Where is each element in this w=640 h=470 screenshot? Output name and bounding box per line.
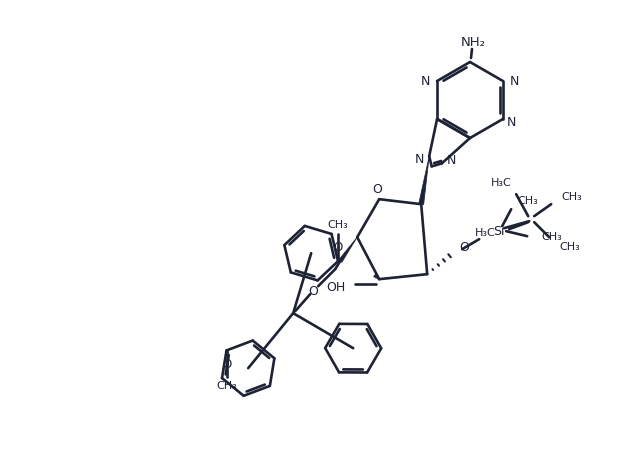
Text: NH₂: NH₂ bbox=[461, 36, 486, 48]
Text: CH₃: CH₃ bbox=[541, 232, 562, 242]
Text: O: O bbox=[459, 241, 469, 254]
Polygon shape bbox=[419, 156, 429, 204]
Text: N: N bbox=[447, 154, 456, 167]
Text: N: N bbox=[415, 153, 424, 165]
Text: Si: Si bbox=[493, 225, 505, 238]
Text: CH₃: CH₃ bbox=[561, 192, 582, 202]
Text: CH₃: CH₃ bbox=[517, 196, 538, 206]
Text: N: N bbox=[510, 75, 519, 87]
Text: O: O bbox=[308, 285, 318, 298]
Text: CH₃: CH₃ bbox=[216, 382, 237, 392]
Text: O: O bbox=[372, 183, 382, 196]
Text: N: N bbox=[420, 75, 430, 87]
Text: OH: OH bbox=[326, 281, 345, 294]
Text: O: O bbox=[333, 241, 342, 254]
Text: O: O bbox=[222, 358, 231, 371]
Text: N: N bbox=[507, 116, 516, 128]
Polygon shape bbox=[339, 237, 357, 262]
Text: H₃C: H₃C bbox=[490, 178, 511, 188]
Text: H₃C: H₃C bbox=[474, 228, 495, 238]
Text: CH₃: CH₃ bbox=[559, 242, 580, 252]
Text: CH₃: CH₃ bbox=[328, 220, 348, 230]
